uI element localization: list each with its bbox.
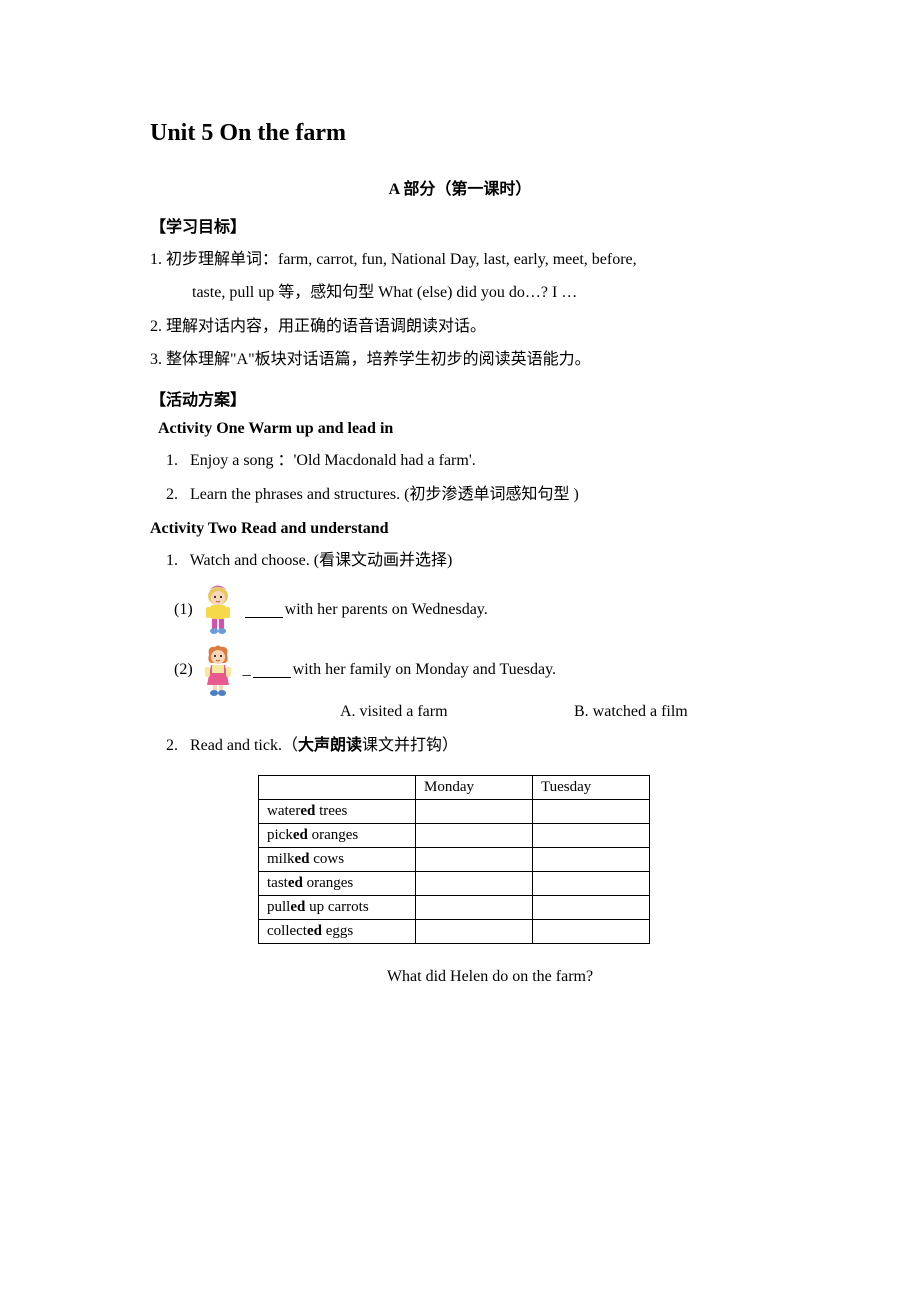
- cell-pre: pull: [267, 899, 290, 915]
- cell-ed: ed: [293, 827, 308, 843]
- cell-post: eggs: [322, 923, 353, 939]
- activity-item: 2. Read and tick.（大声朗读课文并打钩）: [166, 731, 770, 761]
- cell-ed: ed: [307, 923, 322, 939]
- answer-blank[interactable]: [253, 661, 291, 678]
- activity-cell: milked cows: [259, 848, 416, 872]
- question-row-2: (2) _ with her family on Monday and Tues…: [174, 643, 770, 697]
- tick-cell[interactable]: [416, 920, 533, 944]
- objective-item: 2. 理解对话内容，用正确的语音语调朗读对话。: [150, 312, 770, 342]
- table-row: picked oranges: [259, 824, 650, 848]
- cell-pre: water: [267, 803, 300, 819]
- tick-cell[interactable]: [416, 896, 533, 920]
- item-text: Learn the phrases and structures. (初步渗透单…: [190, 486, 579, 503]
- question-label: (1): [174, 601, 193, 619]
- item-number: 1.: [166, 452, 178, 469]
- cell-ed: ed: [295, 851, 310, 867]
- question-text: with her parents on Wednesday.: [285, 601, 488, 619]
- tick-cell[interactable]: [416, 800, 533, 824]
- tick-cell[interactable]: [533, 800, 650, 824]
- worksheet-page: Unit 5 On the farm A 部分（第一课时） 【学习目标】 1. …: [0, 0, 920, 1046]
- cell-ed: ed: [300, 803, 315, 819]
- unit-title: Unit 5 On the farm: [150, 120, 770, 147]
- tick-table-wrapper: Monday Tuesday watered trees picked oran…: [258, 775, 770, 944]
- cell-post: cows: [310, 851, 345, 867]
- activity-item: 1. Watch and choose. (看课文动画并选择): [166, 546, 770, 576]
- item-number: 3.: [150, 351, 162, 368]
- table-row: milked cows: [259, 848, 650, 872]
- girl-purple-icon: [197, 583, 239, 637]
- header-cell: [259, 776, 416, 800]
- activity-item: 1. Enjoy a song ：'Old Macdonald had a fa…: [166, 446, 770, 476]
- question-text: with her family on Monday and Tuesday.: [293, 661, 556, 679]
- cell-pre: collect: [267, 923, 307, 939]
- activity-cell: collected eggs: [259, 920, 416, 944]
- answer-blank[interactable]: [245, 601, 283, 618]
- activity-cell: pulled up carrots: [259, 896, 416, 920]
- cell-post: oranges: [303, 875, 353, 891]
- table-caption: What did Helen do on the farm?: [210, 968, 770, 986]
- item-text-a: Read and tick.（: [190, 737, 298, 754]
- cell-ed: ed: [290, 899, 305, 915]
- activity-cell: tasted oranges: [259, 872, 416, 896]
- cell-ed: ed: [288, 875, 303, 891]
- girl-pink-icon: [197, 643, 239, 697]
- table-row: tasted oranges: [259, 872, 650, 896]
- choice-options: A. visited a farm B. watched a film: [340, 703, 770, 721]
- item-text: 整体理解"A"板块对话语篇，培养学生初步的阅读英语能力。: [166, 351, 591, 368]
- item-number: 2.: [166, 737, 178, 754]
- item-text-bold: 大声朗读: [298, 737, 362, 754]
- activity-plan-heading: 【活动方案】: [150, 386, 770, 410]
- header-cell: Tuesday: [533, 776, 650, 800]
- cell-post: trees: [315, 803, 347, 819]
- objective-item: 3. 整体理解"A"板块对话语篇，培养学生初步的阅读英语能力。: [150, 345, 770, 375]
- objective-item: 1. 初步理解单词：farm, carrot, fun, National Da…: [150, 245, 770, 275]
- question-row-1: (1) with her parents on Wednesday.: [174, 583, 770, 637]
- table-row: collected eggs: [259, 920, 650, 944]
- tick-cell[interactable]: [533, 896, 650, 920]
- option-a: A. visited a farm: [340, 703, 570, 721]
- item-text: 理解对话内容，用正确的语音语调朗读对话。: [166, 318, 486, 335]
- activity-cell: watered trees: [259, 800, 416, 824]
- table-row: pulled up carrots: [259, 896, 650, 920]
- tick-cell[interactable]: [416, 872, 533, 896]
- tick-cell[interactable]: [533, 872, 650, 896]
- table-row: watered trees: [259, 800, 650, 824]
- item-text-b: 课文并打钩）: [362, 737, 458, 754]
- item-number: 1.: [150, 251, 162, 268]
- tick-cell[interactable]: [533, 824, 650, 848]
- question-label: (2): [174, 661, 193, 679]
- blank-prefix: _: [243, 661, 251, 679]
- item-text: taste, pull up 等，感知句型 What (else) did yo…: [192, 284, 577, 301]
- item-text: Enjoy a song ：'Old Macdonald had a farm'…: [190, 452, 476, 469]
- tick-cell[interactable]: [533, 848, 650, 872]
- cell-pre: milk: [267, 851, 295, 867]
- item-number: 2.: [150, 318, 162, 335]
- tick-cell[interactable]: [416, 824, 533, 848]
- cell-post: oranges: [308, 827, 358, 843]
- cell-pre: tast: [267, 875, 288, 891]
- option-b: B. watched a film: [574, 703, 688, 720]
- tick-table: Monday Tuesday watered trees picked oran…: [258, 775, 650, 944]
- tick-cell[interactable]: [416, 848, 533, 872]
- tick-cell[interactable]: [533, 920, 650, 944]
- section-subtitle: A 部分（第一课时）: [150, 175, 770, 199]
- item-number: 2.: [166, 486, 178, 503]
- activity-two-title: Activity Two Read and understand: [150, 520, 770, 538]
- table-header-row: Monday Tuesday: [259, 776, 650, 800]
- item-text: 初步理解单词：farm, carrot, fun, National Day, …: [166, 251, 637, 268]
- cell-post: up carrots: [305, 899, 368, 915]
- item-number: 1.: [166, 552, 178, 569]
- item-text: Watch and choose. (看课文动画并选择): [190, 552, 453, 569]
- objectives-heading: 【学习目标】: [150, 213, 770, 237]
- activity-one-title: Activity One Warm up and lead in: [158, 420, 770, 438]
- cell-pre: pick: [267, 827, 293, 843]
- objective-item-cont: taste, pull up 等，感知句型 What (else) did yo…: [150, 278, 770, 308]
- activity-cell: picked oranges: [259, 824, 416, 848]
- header-cell: Monday: [416, 776, 533, 800]
- activity-item: 2. Learn the phrases and structures. (初步…: [166, 480, 770, 510]
